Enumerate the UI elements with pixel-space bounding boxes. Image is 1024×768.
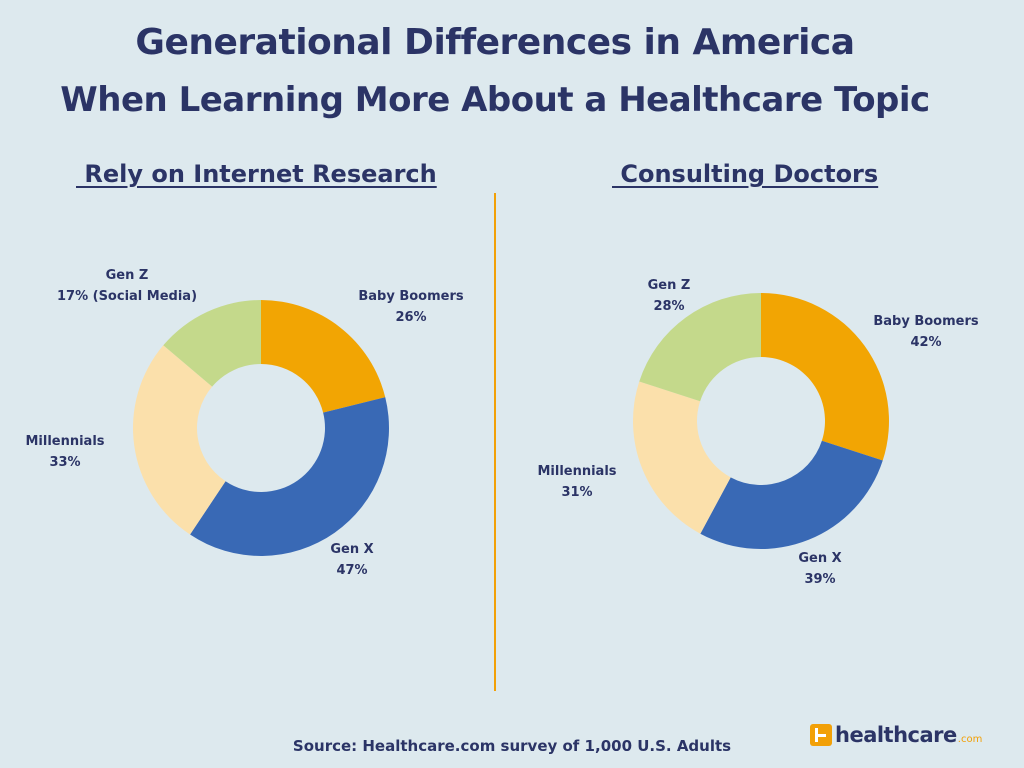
doctors-label-millennials-value: 31%: [561, 485, 592, 500]
source-note: Source: Healthcare.com survey of 1,000 U…: [292, 737, 732, 755]
logo-suffix: .com: [957, 733, 983, 745]
doctors-slice-baby-boomers: [761, 293, 889, 461]
doctors-label-gen-x-value: 39%: [804, 572, 835, 587]
doctors-label-millennials-name: Millennials: [537, 464, 616, 479]
doctors-label-gen-z-name: Gen Z: [648, 278, 691, 293]
internet-label-baby-boomers-value: 26%: [395, 310, 426, 325]
internet-label-gen-z-name: Gen Z: [106, 268, 149, 283]
doctors-slice-gen-z: [639, 293, 761, 402]
doctors-slice-millennials: [633, 381, 731, 534]
chart-title-line-1: Generational Differences in America: [135, 22, 855, 63]
doctors-label-gen-z-value: 28%: [653, 299, 684, 314]
internet-research-title: Rely on Internet Research: [76, 160, 437, 188]
doctors-label-gen-x-name: Gen X: [798, 551, 841, 566]
internet-slice-millennials: [132, 345, 226, 535]
logo-text: healthcare: [835, 723, 957, 747]
internet-label-baby-boomers-name: Baby Boomers: [358, 289, 464, 304]
panel-divider: [494, 193, 496, 691]
chart-title-line-2: When Learning More About a Healthcare To…: [60, 80, 930, 120]
consulting-doctors-title: Consulting Doctors: [612, 160, 879, 188]
internet-slice-gen-z: [163, 300, 261, 387]
internet-label-millennials-value: 33%: [49, 455, 80, 470]
internet-slice-gen-x: [190, 397, 389, 556]
healthcare-logo-icon: [810, 724, 832, 746]
doctors-label-baby-boomers-name: Baby Boomers: [873, 314, 979, 329]
doctors-label-baby-boomers-value: 42%: [910, 335, 941, 350]
internet-label-gen-z-value: 17% (Social Media): [57, 289, 197, 304]
internet-label-gen-x-name: Gen X: [330, 542, 373, 557]
internet-label-millennials-name: Millennials: [25, 434, 104, 449]
healthcare-logo: healthcare .com: [810, 722, 982, 748]
internet-slice-baby-boomers: [261, 300, 386, 413]
internet-label-gen-x-value: 47%: [336, 563, 367, 578]
doctors-slice-gen-x: [700, 440, 883, 549]
